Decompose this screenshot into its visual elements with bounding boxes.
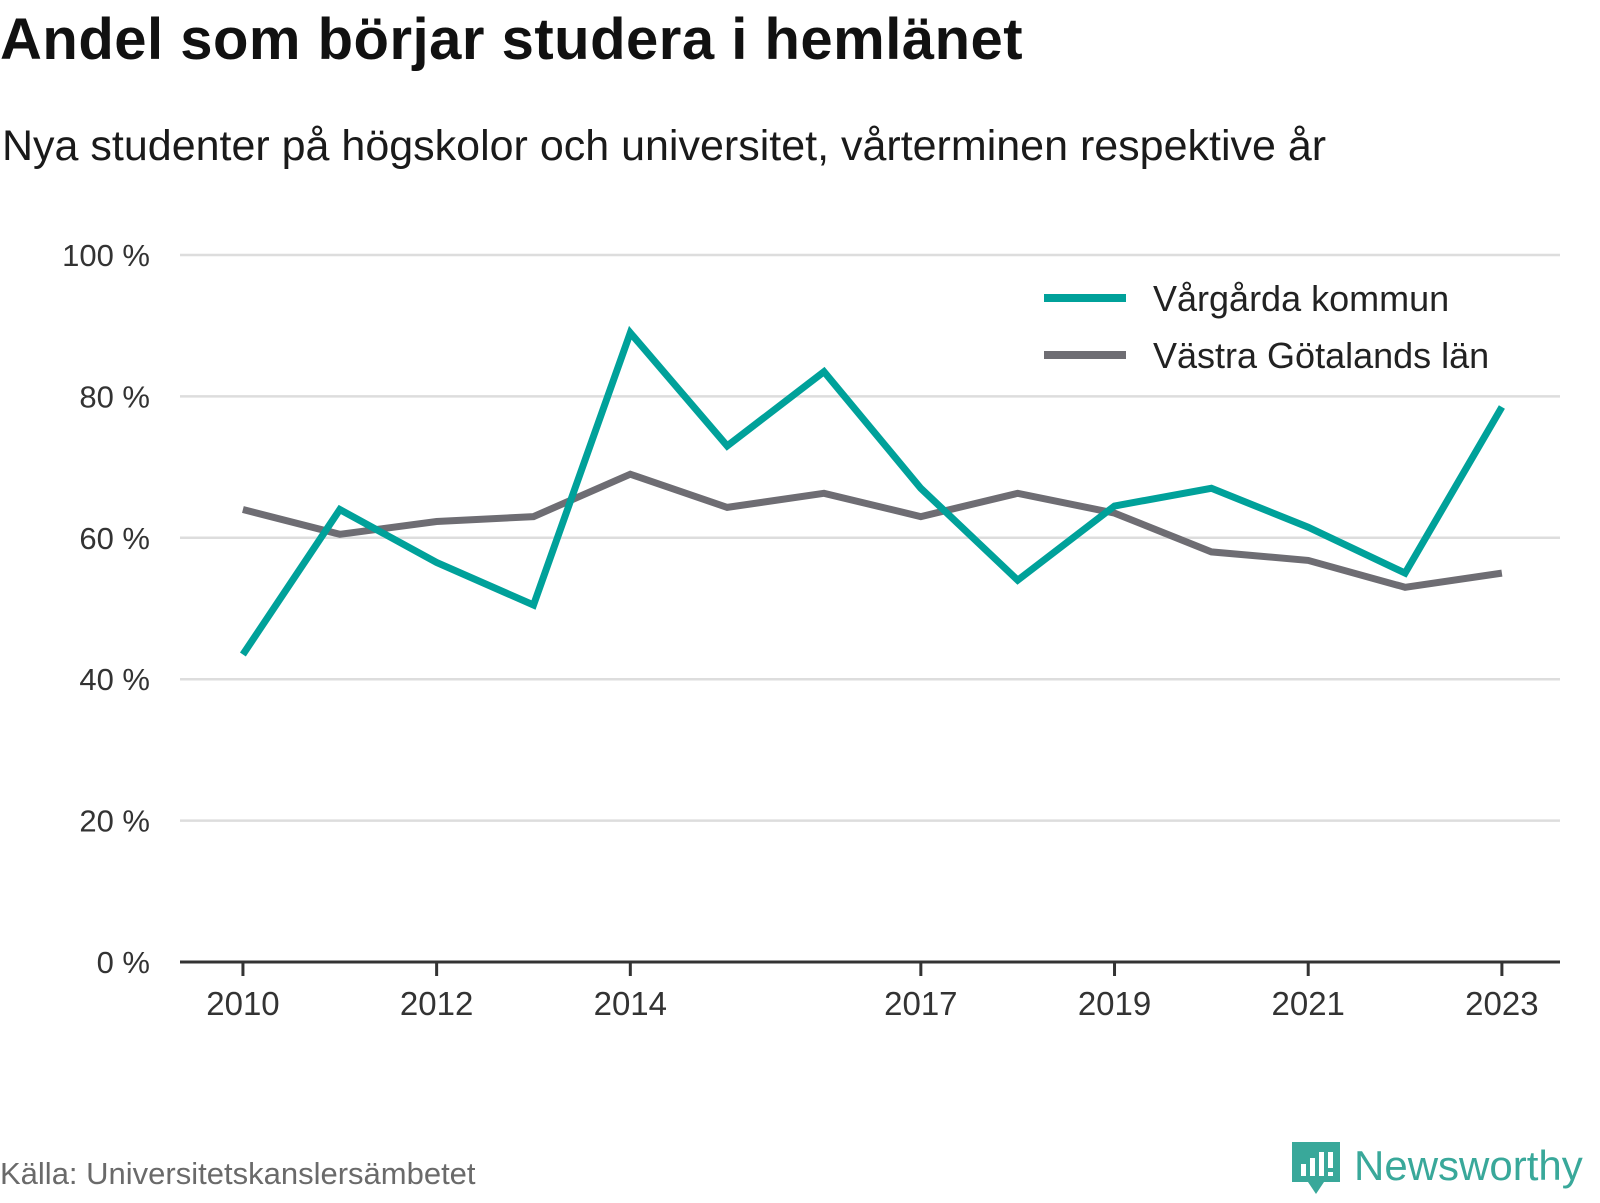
series-line xyxy=(239,325,1505,657)
y-tick-label: 60 % xyxy=(79,521,150,556)
y-tick-label: 0 % xyxy=(97,945,150,980)
newsworthy-logo-icon xyxy=(1292,1142,1340,1194)
x-tick-label: 2017 xyxy=(884,985,957,1022)
chart-subtitle: Nya studenter på högskolor och universit… xyxy=(2,122,1327,170)
x-tick-label: 2019 xyxy=(1078,985,1151,1022)
legend: Vårgårda kommun Västra Götalands län xyxy=(1036,262,1536,392)
series-lines xyxy=(239,325,1505,657)
brand-logo: Newsworthy xyxy=(1288,1138,1598,1198)
legend-label: Västra Götalands län xyxy=(1153,335,1489,376)
x-axis-ticks: 2010 2012 2014 2017 2019 2021 2023 xyxy=(206,962,1539,1022)
legend-label: Vårgårda kommun xyxy=(1153,278,1449,319)
brand-name: Newsworthy xyxy=(1354,1142,1583,1189)
series-line xyxy=(242,470,1503,591)
y-axis-ticks: 0 % 20 % 40 % 60 % 80 % 100 % xyxy=(62,238,150,980)
x-tick-label: 2023 xyxy=(1465,985,1538,1022)
source-note: Källa: Universitetskanslersämbetet xyxy=(0,1156,476,1191)
legend-background xyxy=(1036,262,1536,392)
chart-title: Andel som börjar studera i hemlänet xyxy=(0,7,1024,72)
x-tick-label: 2014 xyxy=(594,985,667,1022)
y-tick-label: 20 % xyxy=(79,804,150,839)
x-tick-label: 2010 xyxy=(206,985,279,1022)
x-tick-label: 2012 xyxy=(400,985,473,1022)
y-tick-label: 80 % xyxy=(79,379,150,414)
x-tick-label: 2021 xyxy=(1271,985,1344,1022)
line-chart: 0 %20 %40 %60 %80 %100 % 2010 2012 2014 201… xyxy=(62,238,1560,1022)
y-tick-label: 40 % xyxy=(79,662,150,697)
y-tick-label: 100 % xyxy=(62,238,150,273)
